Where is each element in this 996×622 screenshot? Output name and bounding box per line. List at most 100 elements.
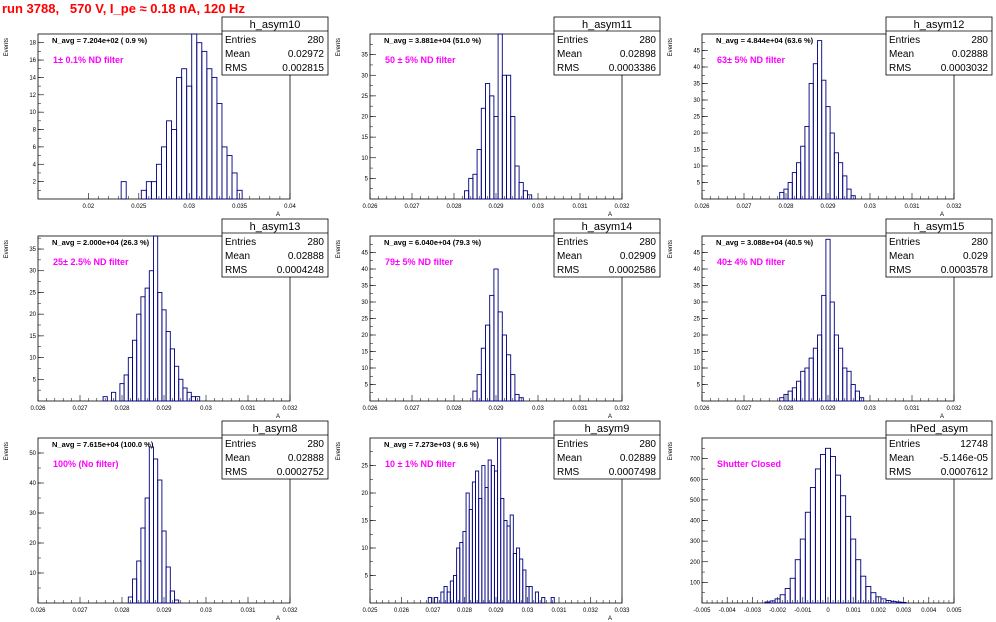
y-tick-label: 30 [693, 98, 700, 104]
x-tick-label: 0.028 [114, 608, 130, 614]
histogram-bin [829, 132, 835, 200]
histogram-bin [111, 391, 117, 402]
histogram-pad-h_asym13: Events 5 10 15 20 25 30 35 0.026 0.027 0.028 0.029 0… [0, 218, 332, 418]
histogram-bin [120, 181, 127, 200]
y-tick-label: 40 [693, 65, 700, 71]
histogram-bin [165, 331, 171, 402]
histogram-bin [812, 63, 818, 200]
x-tick-label: 0.031 [551, 608, 567, 614]
x-tick-label: 0.027 [736, 204, 752, 210]
y-tick-label: 35 [361, 53, 368, 59]
stats-key: RMS [557, 265, 580, 276]
histogram-bin [850, 538, 857, 604]
y-tick-label: 40 [361, 267, 368, 273]
stats-key: Entries [225, 439, 256, 450]
histogram-bin [794, 559, 801, 604]
stats-key: RMS [557, 63, 580, 74]
x-tick-label: 0.035 [232, 204, 248, 210]
histogram-bin [485, 324, 491, 402]
stats-value: 280 [307, 237, 324, 248]
histogram-bin [462, 531, 467, 604]
y-tick-label: 300 [690, 539, 701, 545]
stats-key: Mean [557, 49, 582, 60]
histogram-bin [169, 348, 175, 402]
n-avg-label: N_avg = 3.088e+04 (40.5 %) [716, 238, 814, 247]
histogram-bin [809, 487, 816, 604]
y-tick-label: 5 [697, 383, 701, 389]
stats-value: 280 [971, 237, 988, 248]
stats-box-frame [885, 420, 993, 480]
stats-key: Entries [557, 237, 588, 248]
histogram-svg: Events 5 10 15 20 25 30 35 0.026 0.027 0.028 0.029 0… [4, 218, 329, 418]
histogram-bin [471, 481, 476, 604]
x-tick-label: 0.029 [156, 406, 172, 412]
x-tick-label: 0.027 [404, 406, 420, 412]
histogram-pad-h_asym11: Events 5 10 15 20 25 30 35 0.026 0.027 0.028 0.029 0… [332, 16, 664, 216]
x-axis-label: A [276, 212, 280, 216]
stats-value: 280 [639, 35, 656, 46]
histogram-bin [165, 566, 171, 604]
histogram-bin [779, 397, 785, 402]
histogram-bin [480, 347, 486, 402]
histogram-bin [480, 107, 486, 200]
stats-key: Entries [557, 35, 588, 46]
n-avg-label: N_avg = 6.040e+04 (79.3 %) [384, 238, 482, 247]
x-tick-label: -0.003 [744, 608, 762, 614]
histogram-bin [489, 95, 495, 200]
histogram-bin [522, 190, 528, 200]
stats-value: 0.0003578 [941, 265, 989, 276]
histogram-bin [211, 76, 218, 200]
histogram-bins [472, 268, 524, 402]
y-tick-label: 15 [693, 350, 700, 356]
x-axis-label: A [276, 616, 280, 620]
histogram-bin [136, 560, 142, 604]
histogram-bin [541, 597, 546, 604]
histogram-bin [812, 347, 818, 402]
y-tick-label: 8 [33, 128, 37, 134]
histogram-bin [216, 103, 223, 200]
histogram-bin [231, 172, 238, 200]
histogram-bin [221, 146, 228, 200]
stats-key: RMS [889, 467, 912, 478]
histogram-bin [427, 597, 432, 604]
histogram-bin [845, 515, 852, 604]
x-tick-label: 0.032 [614, 204, 630, 210]
histogram-bin [796, 162, 802, 200]
stats-value: 0.0004248 [277, 265, 325, 276]
histogram-bin [487, 459, 492, 604]
y-tick-label: 10 [29, 110, 36, 116]
y-tick-label: 25 [361, 94, 368, 100]
histogram-pad-h_asym15: Events 5 10 15 20 25 30 35 40 45 0.026 0.027 0.028 0.… [664, 218, 996, 418]
histogram-bin [799, 538, 806, 604]
histogram-bin [465, 492, 470, 604]
histogram-bin [155, 163, 162, 200]
y-tick-label: 10 [361, 546, 368, 552]
y-tick-label: 25 [361, 317, 368, 323]
x-tick-label: 0.026 [362, 204, 378, 210]
x-axis-label: A [940, 212, 944, 216]
x-tick-label: 0.03 [200, 608, 212, 614]
histogram-bin [835, 474, 842, 604]
stats-key: RMS [225, 265, 248, 276]
histogram-bin [196, 42, 203, 200]
x-tick-label: 0.027 [425, 608, 441, 614]
stats-value: 0.02909 [620, 251, 657, 262]
y-tick-label: 20 [361, 333, 368, 339]
x-tick-label: 0.026 [694, 204, 710, 210]
x-tick-label: 0.02 [83, 204, 95, 210]
x-tick-label: 0.025 [131, 204, 147, 210]
stats-key: Entries [225, 35, 256, 46]
histogram-bin [144, 497, 150, 604]
histogram-name: h_asym13 [250, 221, 301, 233]
stats-box: h_asym15 Entries 280 Mean 0.029 RMS 0.0003578 [885, 218, 993, 278]
histogram-bin [829, 301, 835, 402]
histogram-svg: Events 2 4 6 8 10 12 14 16 18 0.02 0.025 0.03 0.035 0.… [4, 16, 329, 216]
stats-key: Entries [225, 237, 256, 248]
stats-value: 0.02888 [288, 453, 325, 464]
x-axis-label: A [608, 616, 612, 620]
x-tick-label: 0.03 [532, 204, 544, 210]
histogram-bin [522, 569, 527, 604]
histogram-bin [519, 558, 524, 604]
x-tick-label: 0.03 [522, 608, 534, 614]
y-tick-label: 20 [693, 333, 700, 339]
